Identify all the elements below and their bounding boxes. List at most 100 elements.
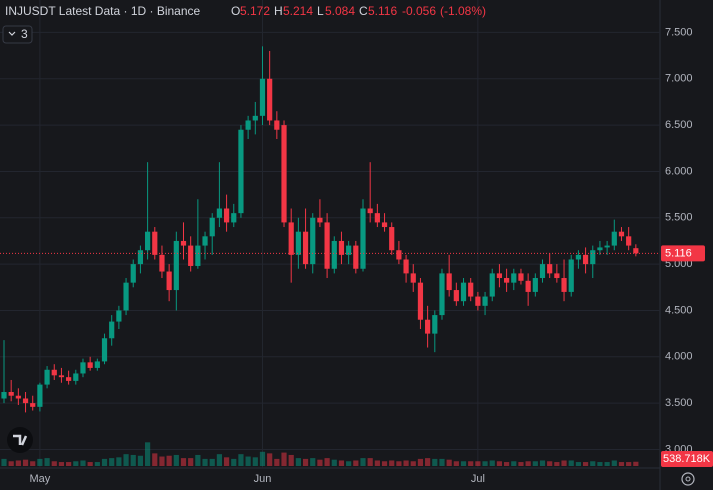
volume-bar [582, 462, 589, 466]
candle-body [554, 273, 560, 279]
volume-bar [166, 455, 172, 466]
candle-body [511, 273, 517, 283]
last-price-label: 5.116 [665, 247, 692, 259]
candle-body [94, 361, 100, 368]
volume-bar [611, 460, 617, 466]
candle-body [475, 296, 481, 306]
candle-body [87, 362, 93, 368]
symbol-title: INJUSDT Latest Data · 1D · Binance [5, 4, 201, 18]
ohlc-label: C [359, 4, 368, 18]
candle-body [188, 245, 194, 266]
volume-bar [626, 462, 632, 466]
indicator-toggle[interactable]: 3 [2, 25, 33, 44]
candle-body [130, 264, 136, 283]
candle-body [152, 231, 158, 255]
candle-body [539, 264, 546, 279]
volume-bar [137, 455, 144, 466]
change: -0.056 [402, 4, 436, 18]
volume-bar [188, 458, 194, 466]
candle-body [281, 125, 287, 223]
candle-body [22, 398, 29, 404]
volume-bar [30, 461, 36, 466]
candle-body [267, 78, 273, 121]
candle-body [410, 273, 416, 283]
ohlc-value: 5.084 [325, 4, 355, 18]
candle-body [15, 395, 21, 399]
volume-bar [238, 454, 244, 466]
volume-bar [302, 458, 309, 466]
volume-bar [15, 460, 21, 466]
candle-body [166, 271, 172, 291]
ohlc-label: H [274, 4, 283, 18]
candle-body [44, 369, 50, 385]
candle-body [116, 310, 122, 322]
volume-bar [116, 457, 122, 466]
volume-bar [195, 454, 201, 466]
candle-body [360, 208, 366, 269]
candle-body [547, 264, 553, 274]
volume-bar [417, 458, 424, 466]
candle-body [338, 240, 345, 255]
candle-body [109, 321, 115, 339]
volume-bar [633, 461, 639, 466]
candle-body [432, 315, 438, 334]
candle-body [202, 236, 208, 246]
candle-body [245, 120, 251, 130]
volume-bar [561, 460, 567, 466]
indicator-pill[interactable] [2, 25, 33, 44]
candle-body [137, 250, 144, 265]
candle-body [295, 231, 301, 255]
y-tick-label: 5.500 [665, 212, 693, 224]
volume-bar [331, 459, 337, 466]
volume-bar [51, 461, 57, 466]
x-tick-label: May [30, 473, 51, 485]
candle-body [582, 254, 589, 265]
ohlc-label: O [231, 4, 240, 18]
volume-bar [518, 462, 524, 466]
candle-body [482, 296, 488, 306]
change-percent: (-1.08%) [440, 4, 486, 18]
volume-bar [130, 454, 136, 466]
candle-body [51, 369, 57, 376]
volume-bar [604, 462, 610, 466]
volume-bar [618, 462, 625, 466]
candle-body [568, 259, 574, 292]
candle-body [73, 373, 79, 381]
candle-body [346, 245, 352, 255]
volume-bar [58, 462, 65, 466]
candle-body [159, 254, 165, 272]
candle-body [468, 282, 474, 297]
candle-body [238, 129, 244, 214]
candle-body [331, 240, 337, 269]
candle-body [180, 240, 187, 246]
volume-bar [453, 461, 459, 466]
volume-bar [202, 458, 208, 466]
candle-body [489, 273, 495, 297]
volume-bar [547, 461, 553, 466]
candle-body [223, 208, 230, 223]
candle-body [374, 213, 380, 223]
volume-bar [159, 456, 165, 466]
volume-bar [87, 462, 93, 466]
volume-bar [346, 461, 352, 466]
candle-body [611, 231, 617, 246]
settings-button[interactable] [681, 472, 695, 486]
candle-body [216, 208, 222, 218]
candle-body [252, 115, 258, 121]
volume-bar [568, 460, 574, 466]
volume-bar [338, 460, 345, 466]
candle-body [1, 392, 7, 399]
volume-bar [590, 461, 596, 466]
volume-bar [396, 461, 402, 466]
volume-bar [353, 460, 359, 466]
candle-body [381, 222, 388, 228]
candle-body [288, 222, 294, 255]
logo [7, 427, 33, 453]
candle-body [618, 231, 625, 237]
volume-bar [94, 462, 100, 466]
volume-bar [216, 454, 222, 466]
settings-icon[interactable] [681, 472, 695, 486]
volume-bar [209, 458, 215, 466]
